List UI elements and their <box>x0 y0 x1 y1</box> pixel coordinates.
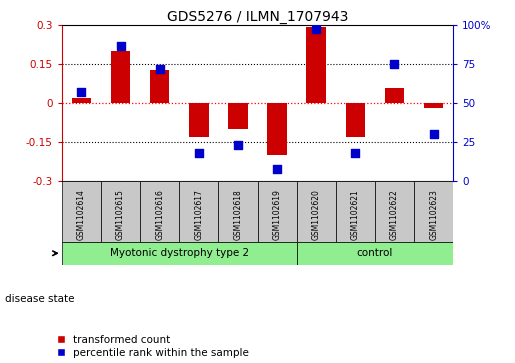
Bar <box>424 103 443 109</box>
Bar <box>72 98 91 103</box>
Text: GSM1102618: GSM1102618 <box>233 189 243 240</box>
Bar <box>375 181 414 241</box>
Bar <box>414 181 453 241</box>
Text: control: control <box>357 248 393 258</box>
Bar <box>258 181 297 241</box>
Point <box>116 43 125 49</box>
Point <box>312 26 320 32</box>
Bar <box>297 181 336 241</box>
Bar <box>62 241 297 265</box>
Point <box>77 89 85 95</box>
Point <box>390 61 399 67</box>
Text: GSM1102621: GSM1102621 <box>351 189 360 240</box>
Bar <box>62 181 101 241</box>
Text: disease state: disease state <box>5 294 75 305</box>
Point <box>273 166 281 172</box>
Legend: transformed count, percentile rank within the sample: transformed count, percentile rank withi… <box>57 335 249 358</box>
Bar <box>189 103 209 137</box>
Bar <box>111 52 130 103</box>
Bar <box>336 181 375 241</box>
Bar <box>385 88 404 103</box>
Text: GSM1102617: GSM1102617 <box>194 189 203 240</box>
Point <box>195 150 203 156</box>
Bar <box>346 103 365 137</box>
Point <box>234 142 242 148</box>
Bar <box>218 181 258 241</box>
Point <box>430 131 438 137</box>
Bar <box>140 181 179 241</box>
Bar <box>179 181 218 241</box>
Bar <box>297 241 453 265</box>
Text: GSM1102622: GSM1102622 <box>390 189 399 240</box>
Point <box>351 150 359 156</box>
Point <box>156 66 164 72</box>
Title: GDS5276 / ILMN_1707943: GDS5276 / ILMN_1707943 <box>167 11 348 24</box>
Bar <box>150 70 169 103</box>
Bar <box>101 181 140 241</box>
Text: Myotonic dystrophy type 2: Myotonic dystrophy type 2 <box>110 248 249 258</box>
Text: GSM1102619: GSM1102619 <box>272 189 282 240</box>
Text: GSM1102620: GSM1102620 <box>312 189 321 240</box>
Bar <box>306 27 326 103</box>
Bar <box>267 103 287 155</box>
Bar <box>228 103 248 129</box>
Text: GSM1102615: GSM1102615 <box>116 189 125 240</box>
Text: GSM1102623: GSM1102623 <box>429 189 438 240</box>
Text: GSM1102614: GSM1102614 <box>77 189 86 240</box>
Text: GSM1102616: GSM1102616 <box>155 189 164 240</box>
